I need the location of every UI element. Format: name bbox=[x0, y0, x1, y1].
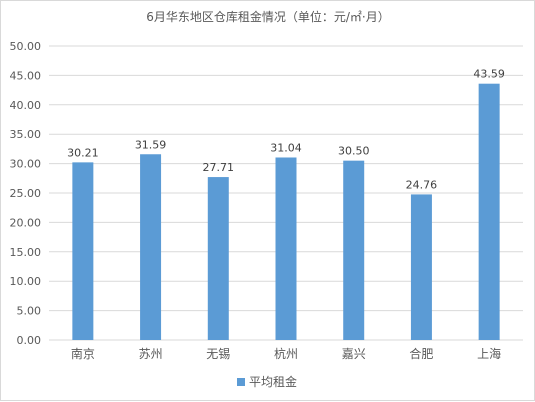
bar bbox=[207, 177, 229, 340]
bar bbox=[343, 160, 365, 340]
y-axis: 0.00 5.00 10.00 15.00 20.00 25.00 30.00 35.00 40… bbox=[10, 40, 42, 347]
chart-title: 6月华东地区仓库租金情况（单位：元/㎡·月） bbox=[146, 9, 390, 24]
bar bbox=[72, 162, 94, 340]
y-tick-label: 5.00 bbox=[17, 305, 42, 318]
data-label: 43.59 bbox=[473, 68, 505, 81]
bars: 30.21 31.59 27.71 31.04 30.50 24.76 43.59 bbox=[67, 68, 505, 341]
y-tick-label: 10.00 bbox=[10, 275, 42, 288]
data-label: 27.71 bbox=[203, 161, 235, 174]
y-tick-label: 15.00 bbox=[10, 246, 42, 259]
y-tick-label: 35.00 bbox=[10, 128, 42, 141]
y-tick-label: 30.00 bbox=[10, 158, 42, 171]
bar bbox=[410, 194, 432, 340]
x-category-label: 南京 bbox=[71, 346, 95, 361]
legend-label: 平均租金 bbox=[249, 374, 297, 389]
data-label: 31.59 bbox=[135, 138, 167, 151]
x-category-label: 上海 bbox=[477, 346, 501, 361]
x-axis: 南京 苏州 无锡 杭州 嘉兴 合肥 上海 bbox=[71, 346, 501, 361]
y-tick-label: 50.00 bbox=[10, 40, 42, 53]
x-category-label: 杭州 bbox=[274, 346, 298, 361]
y-tick-label: 0.00 bbox=[17, 334, 42, 347]
data-label: 30.50 bbox=[338, 145, 370, 158]
bar bbox=[140, 154, 162, 340]
data-label: 24.76 bbox=[406, 178, 438, 191]
y-tick-label: 45.00 bbox=[10, 69, 42, 82]
data-label: 30.21 bbox=[67, 146, 99, 159]
x-category-label: 无锡 bbox=[206, 346, 230, 361]
legend-swatch bbox=[237, 378, 245, 386]
y-tick-label: 25.00 bbox=[10, 187, 42, 200]
x-category-label: 苏州 bbox=[139, 347, 163, 361]
y-tick-label: 40.00 bbox=[10, 99, 42, 112]
legend: 平均租金 bbox=[237, 374, 297, 389]
bar bbox=[478, 83, 500, 341]
x-category-label: 合肥 bbox=[409, 346, 433, 361]
x-category-label: 嘉兴 bbox=[342, 347, 366, 361]
bar bbox=[275, 157, 297, 340]
data-label: 31.04 bbox=[270, 141, 302, 154]
y-tick-label: 20.00 bbox=[10, 216, 42, 229]
